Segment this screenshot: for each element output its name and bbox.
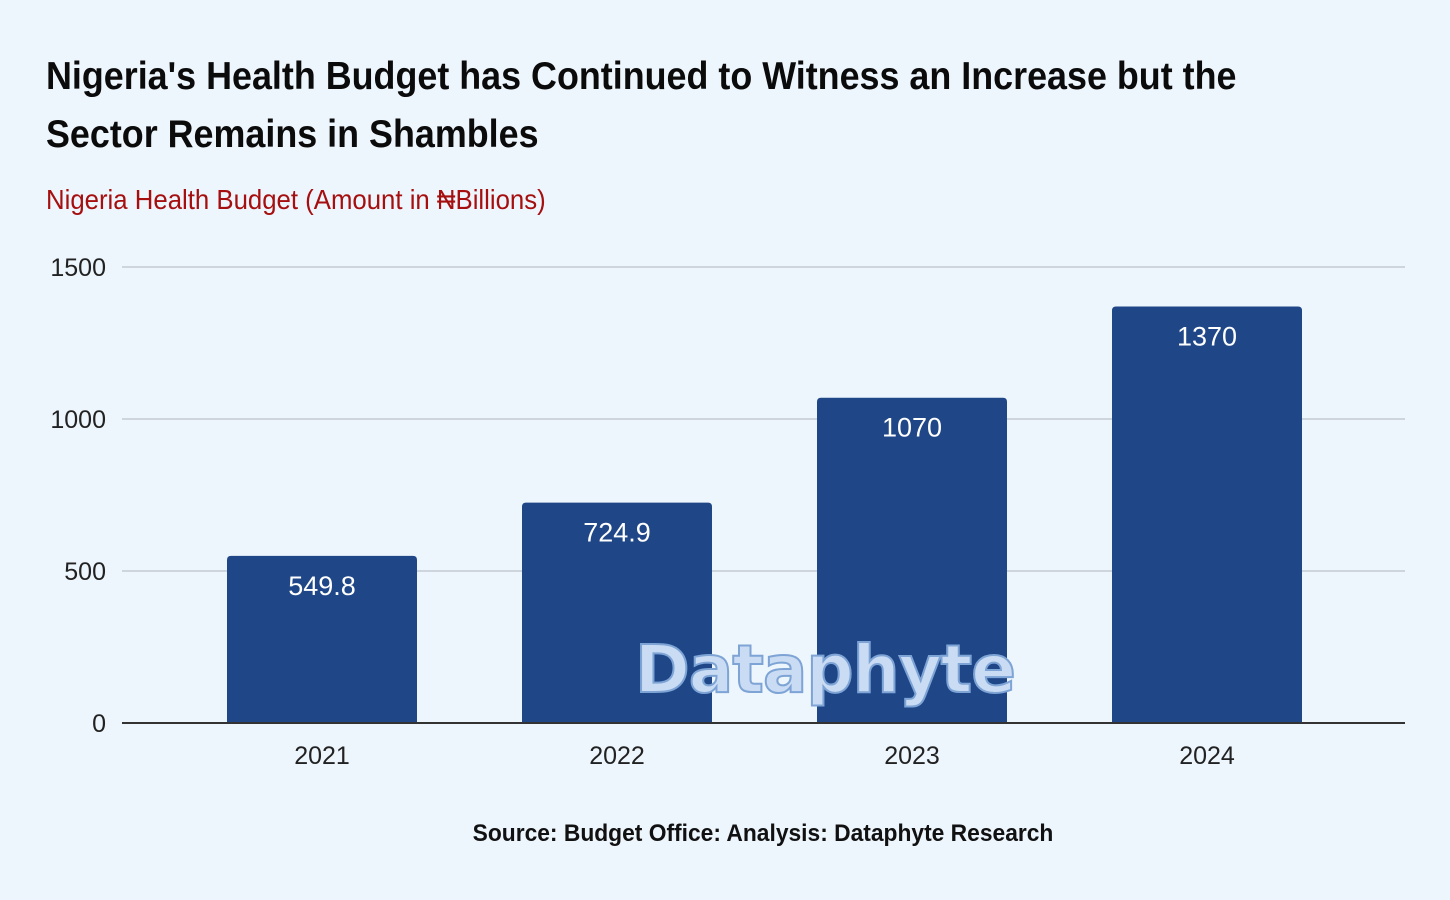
y-tick-label: 500: [64, 558, 106, 586]
watermark-logo: Dataphyte: [634, 630, 1017, 709]
y-tick-label: 0: [92, 710, 106, 738]
watermark-text: Dataphyte: [635, 631, 1015, 708]
bar-2024: [1112, 306, 1302, 723]
x-tick-label: 2022: [589, 742, 645, 770]
bar-2022: [522, 502, 712, 723]
chart-source: Source: Budget Office: Analysis: Dataphy…: [472, 820, 1054, 847]
chart-title: Nigeria's Health Budget has Continued to…: [46, 55, 1237, 156]
bar-value-label: 1070: [882, 413, 942, 443]
labels: 0 500 1000 1500 549.8 2021 724.9 2022 1070 2023 13…: [50, 254, 1237, 770]
x-tick-label: 2021: [294, 742, 350, 770]
bar-2023: [817, 397, 1007, 723]
y-tick-label: 1500: [50, 254, 106, 282]
x-tick-label: 2024: [1179, 742, 1235, 770]
bar-value-label: 549.8: [288, 571, 356, 601]
bars: [227, 306, 1302, 723]
chart-subtitle: Nigeria Health Budget (Amount in ₦Billio…: [46, 184, 546, 215]
bar-value-label: 724.9: [583, 518, 651, 548]
x-tick-label: 2023: [884, 742, 940, 770]
bar-value-label: 1370: [1177, 322, 1237, 352]
y-tick-label: 1000: [50, 406, 106, 434]
bar-2021: [227, 555, 417, 723]
